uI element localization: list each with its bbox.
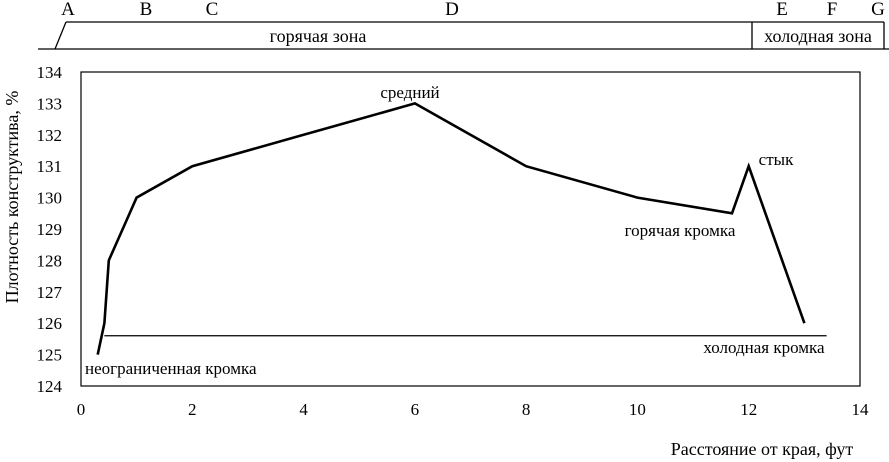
y-tick-label: 132 bbox=[37, 126, 63, 145]
x-tick-label: 12 bbox=[740, 400, 757, 419]
zone-letter-a: A bbox=[61, 0, 75, 20]
plot-frame bbox=[80, 71, 861, 387]
x-tick-label: 6 bbox=[411, 400, 420, 419]
zone-letter-b: B bbox=[140, 0, 153, 20]
y-axis-title: Плотность конструктива, % bbox=[2, 91, 22, 304]
y-tick-label: 126 bbox=[37, 314, 63, 333]
x-tick-labels: 0 2 4 6 8 10 12 14 bbox=[77, 400, 869, 419]
zone-left-slant bbox=[54, 21, 67, 50]
y-tick-label: 133 bbox=[37, 94, 63, 113]
y-tick-label: 129 bbox=[37, 220, 63, 239]
x-tick-label: 8 bbox=[522, 400, 531, 419]
annotation-unconfined-edge: неограниченная кромка bbox=[85, 359, 257, 378]
zone-letter-c: C bbox=[206, 0, 219, 20]
annotation-hot-edge: горячая кромка bbox=[625, 221, 736, 240]
zone-letter-d: D bbox=[445, 0, 459, 20]
y-tick-label: 124 bbox=[37, 377, 63, 396]
x-tick-label: 4 bbox=[299, 400, 308, 419]
zone-header: A B C D E F G горячая зона холодная зона bbox=[38, 0, 889, 50]
y-tick-label: 134 bbox=[37, 63, 63, 82]
x-tick-label: 10 bbox=[629, 400, 646, 419]
x-tick-label: 0 bbox=[77, 400, 86, 419]
y-tick-labels: 124 125 126 127 128 129 130 131 132 133 134 bbox=[37, 63, 63, 396]
zone-letter-e: E bbox=[776, 0, 788, 20]
annotation-joint: стык bbox=[759, 150, 794, 169]
zone-letter-f: F bbox=[827, 0, 838, 20]
y-tick-label: 127 bbox=[37, 283, 63, 302]
x-tick-label: 14 bbox=[852, 400, 870, 419]
zone-letter-g: G bbox=[871, 0, 885, 20]
y-tick-label: 130 bbox=[37, 189, 63, 208]
annotation-middle: средний bbox=[380, 83, 439, 102]
x-tick-label: 2 bbox=[188, 400, 197, 419]
hot-zone-label: горячая зона bbox=[270, 26, 367, 46]
annotation-cold-edge: холодная кромка bbox=[703, 338, 825, 357]
y-tick-label: 125 bbox=[37, 346, 63, 365]
cold-zone-label: холодная зона bbox=[764, 26, 872, 46]
density-series-line bbox=[96, 102, 806, 355]
x-axis-title: Расстояние от края, фут bbox=[671, 439, 854, 459]
y-tick-label: 128 bbox=[37, 251, 63, 270]
y-tick-label: 131 bbox=[37, 157, 63, 176]
